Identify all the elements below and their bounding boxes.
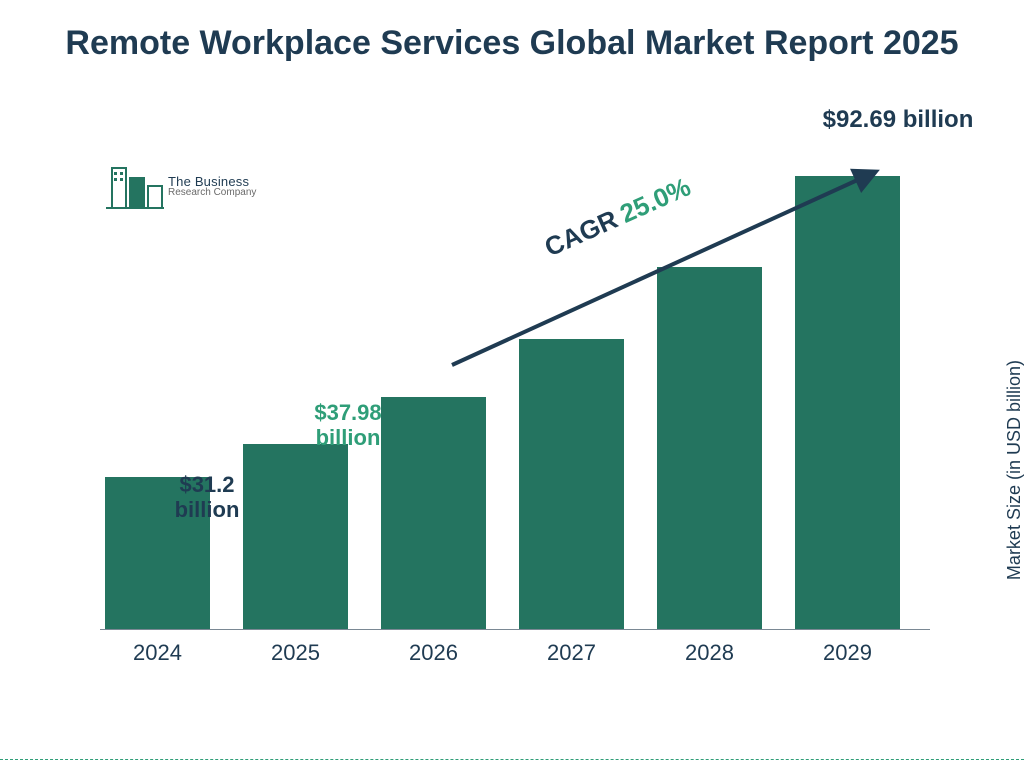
- page: Remote Workplace Services Global Market …: [0, 0, 1024, 768]
- bar-chart: CAGR25.0% $31.2billion$37.98billion$92.6…: [100, 140, 930, 700]
- chart-x-label: 2028: [657, 640, 762, 666]
- chart-data-label: $31.2billion: [175, 472, 240, 523]
- chart-x-label: 2029: [795, 640, 900, 666]
- chart-data-label: $37.98billion: [314, 400, 381, 451]
- chart-data-label: $92.69 billion: [823, 106, 974, 134]
- chart-x-label: 2027: [519, 640, 624, 666]
- cagr-arrow: [100, 140, 930, 630]
- chart-title: Remote Workplace Services Global Market …: [0, 22, 1024, 65]
- chart-x-label: 2026: [381, 640, 486, 666]
- chart-x-label: 2025: [243, 640, 348, 666]
- chart-y-axis-title: Market Size (in USD billion): [1004, 360, 1024, 580]
- chart-plot-area: CAGR25.0% $31.2billion$37.98billion$92.6…: [100, 140, 930, 630]
- chart-x-label: 2024: [105, 640, 210, 666]
- chart-x-axis-labels: 2024 2025 2026 2027 2028 2029: [100, 640, 930, 670]
- footer-divider: [0, 759, 1024, 760]
